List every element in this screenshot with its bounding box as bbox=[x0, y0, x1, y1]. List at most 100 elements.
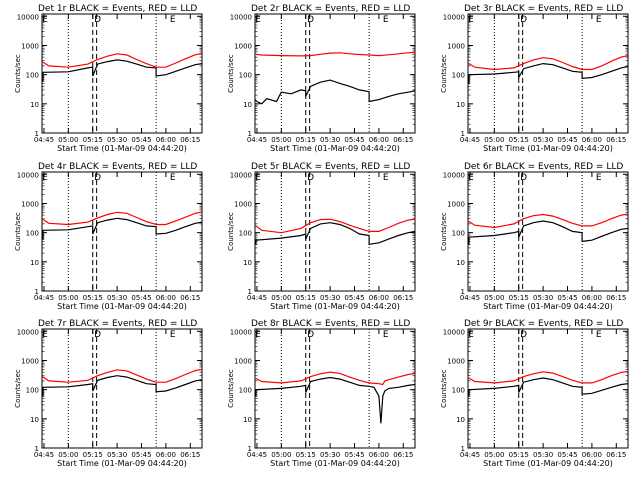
x-tick-label: 05:15 bbox=[509, 294, 529, 302]
x-tick-label: 06:15 bbox=[606, 451, 626, 459]
x-tick-label: 05:45 bbox=[344, 136, 364, 144]
y-axis-label: Counts/sec bbox=[440, 54, 448, 93]
y-tick-label: 100 bbox=[239, 230, 252, 238]
x-tick-label: 05:00 bbox=[58, 294, 78, 302]
events-series-line bbox=[42, 59, 203, 82]
x-tick-label: 06:15 bbox=[393, 294, 413, 302]
flag-label: E bbox=[383, 330, 389, 340]
lld-series-line bbox=[254, 371, 416, 386]
y-axis-label: Counts/sec bbox=[14, 212, 22, 251]
y-tick-label: 1000 bbox=[234, 357, 252, 365]
panel-det-7: Det 7r BLACK = Events, RED = LLD 1 10 100 10… bbox=[14, 319, 203, 468]
x-tick-label: 06:00 bbox=[156, 136, 176, 144]
x-tick-label: 05:30 bbox=[107, 451, 127, 459]
x-axis-label: Start Time (01-Mar-09 04:44:20) bbox=[57, 302, 187, 311]
panel-title: Det 7r BLACK = Events, RED = LLD bbox=[38, 319, 197, 329]
flag-label: D bbox=[520, 173, 527, 183]
y-tick-label: 1000 bbox=[21, 42, 39, 50]
x-tick-label: 04:45 bbox=[247, 136, 267, 144]
flag-label: E bbox=[596, 15, 602, 25]
x-tick-label: 05:00 bbox=[484, 136, 504, 144]
x-tick-label: 05:45 bbox=[131, 451, 151, 459]
x-tick-label: 06:00 bbox=[156, 451, 176, 459]
panel-title: Det 6r BLACK = Events, RED = LLD bbox=[464, 162, 623, 172]
flag-label: E bbox=[170, 173, 176, 183]
x-tick-label: 05:00 bbox=[271, 451, 291, 459]
y-tick-label: 1 bbox=[35, 288, 39, 296]
y-tick-label: 10 bbox=[243, 101, 252, 109]
flag-label: E bbox=[383, 15, 389, 25]
events-series-line bbox=[468, 377, 629, 397]
y-tick-label: 1 bbox=[461, 130, 465, 138]
flag-label: E bbox=[170, 330, 176, 340]
x-tick-label: 05:45 bbox=[557, 294, 577, 302]
panel-det-5: Det 5r BLACK = Events, RED = LLD 1 10 100 10… bbox=[227, 162, 416, 311]
x-tick-label: 06:15 bbox=[180, 294, 200, 302]
x-tick-label: 05:30 bbox=[320, 136, 340, 144]
y-tick-label: 1000 bbox=[234, 200, 252, 208]
flag-label: D bbox=[94, 173, 101, 183]
x-tick-label: 05:45 bbox=[131, 136, 151, 144]
x-tick-label: 06:00 bbox=[582, 451, 602, 459]
plot-frame bbox=[467, 13, 629, 134]
x-tick-label: 06:00 bbox=[156, 294, 176, 302]
panel-title: Det 8r BLACK = Events, RED = LLD bbox=[251, 319, 410, 329]
flag-label: D bbox=[94, 15, 101, 25]
x-tick-label: 05:15 bbox=[83, 294, 103, 302]
x-tick-label: 05:00 bbox=[271, 294, 291, 302]
flag-label: E bbox=[255, 330, 261, 340]
x-tick-label: 05:30 bbox=[107, 136, 127, 144]
y-axis-label: Counts/sec bbox=[14, 369, 22, 408]
y-tick-label: 1000 bbox=[234, 42, 252, 50]
events-series-line bbox=[468, 62, 629, 85]
y-tick-label: 1 bbox=[248, 445, 252, 453]
y-tick-label: 100 bbox=[452, 387, 465, 395]
lld-series-line bbox=[254, 218, 416, 234]
x-tick-label: 05:30 bbox=[320, 294, 340, 302]
panel-det-2: Det 2r BLACK = Events, RED = LLD 1 10 100 10… bbox=[227, 4, 416, 153]
x-tick-label: 05:45 bbox=[344, 294, 364, 302]
y-tick-label: 10000 bbox=[17, 13, 39, 21]
x-tick-label: 05:00 bbox=[58, 451, 78, 459]
lld-series-line bbox=[41, 211, 203, 226]
lld-series-line bbox=[467, 55, 629, 71]
x-tick-label: 05:45 bbox=[344, 451, 364, 459]
x-tick-label: 04:45 bbox=[34, 136, 54, 144]
flag-label: E bbox=[42, 173, 48, 183]
x-tick-label: 05:00 bbox=[484, 451, 504, 459]
x-tick-label: 06:15 bbox=[606, 294, 626, 302]
x-tick-label: 05:30 bbox=[533, 136, 553, 144]
y-axis-label: Counts/sec bbox=[14, 54, 22, 93]
panel-det-6: Det 6r BLACK = Events, RED = LLD 1 10 100 10… bbox=[440, 162, 629, 311]
flag-label: D bbox=[520, 330, 527, 340]
x-tick-label: 04:45 bbox=[460, 294, 480, 302]
x-tick-label: 05:30 bbox=[533, 294, 553, 302]
y-tick-label: 10 bbox=[243, 416, 252, 424]
plot-frame bbox=[254, 171, 416, 292]
x-tick-label: 04:45 bbox=[34, 294, 54, 302]
x-tick-label: 06:15 bbox=[393, 451, 413, 459]
x-tick-label: 05:00 bbox=[484, 294, 504, 302]
x-tick-label: 06:00 bbox=[369, 294, 389, 302]
events-series-line bbox=[255, 222, 416, 245]
flag-label: E bbox=[468, 330, 474, 340]
y-tick-label: 1 bbox=[461, 445, 465, 453]
y-tick-label: 1 bbox=[461, 288, 465, 296]
y-tick-label: 100 bbox=[452, 230, 465, 238]
y-tick-label: 10 bbox=[30, 101, 39, 109]
flag-label: E bbox=[468, 173, 474, 183]
x-tick-label: 05:15 bbox=[296, 136, 316, 144]
x-axis-label: Start Time (01-Mar-09 04:44:20) bbox=[57, 144, 187, 153]
x-axis-label: Start Time (01-Mar-09 04:44:20) bbox=[270, 302, 400, 311]
flag-label: E bbox=[170, 15, 176, 25]
events-series-line bbox=[254, 79, 416, 105]
flag-label: E bbox=[596, 330, 602, 340]
x-tick-label: 05:15 bbox=[509, 451, 529, 459]
x-tick-label: 06:15 bbox=[393, 136, 413, 144]
flag-label: E bbox=[596, 173, 602, 183]
x-tick-label: 06:15 bbox=[180, 451, 200, 459]
plot-frame bbox=[467, 171, 629, 292]
x-tick-label: 05:45 bbox=[557, 451, 577, 459]
flag-label: D bbox=[520, 15, 527, 25]
panel-det-8: Det 8r BLACK = Events, RED = LLD 1 10 100 10… bbox=[227, 319, 416, 468]
